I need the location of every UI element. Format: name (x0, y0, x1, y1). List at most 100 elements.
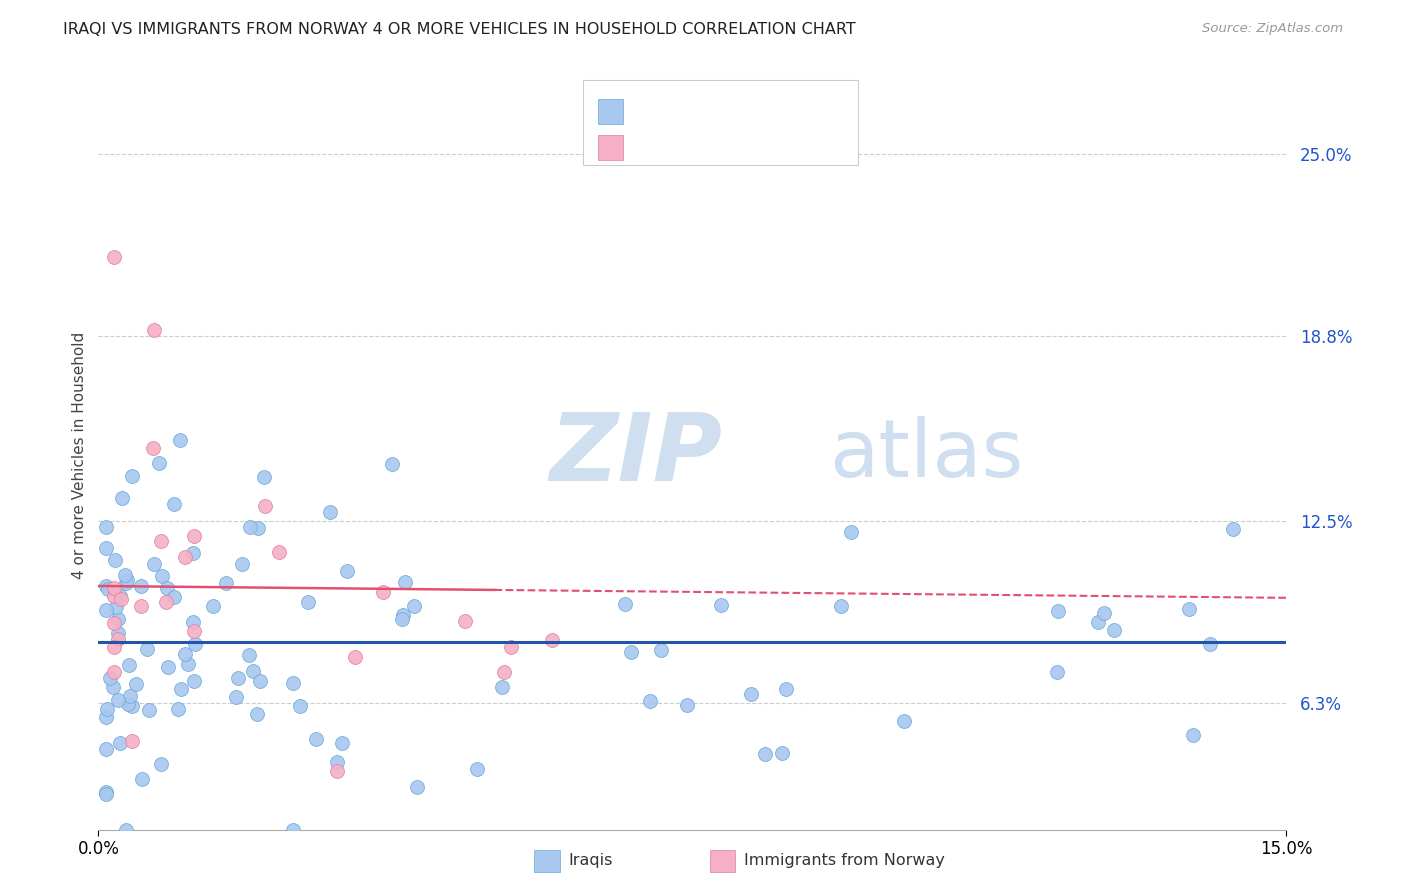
Point (96, 741, 118, 756)
Point (96, 785, 118, 799)
Point (326, 764, 349, 778)
Point (343, 649, 366, 664)
Point (491, 681, 513, 695)
Point (253, 470, 276, 484)
Point (96, 541, 118, 555)
Point (96, 579, 118, 593)
Point (104, 599, 127, 614)
Point (1087, 615, 1109, 630)
Text: atlas: atlas (830, 416, 1024, 494)
Point (120, 689, 142, 703)
Point (183, 529, 205, 543)
Point (215, 576, 238, 591)
Point (1199, 637, 1222, 651)
Point (247, 521, 270, 535)
Point (710, 598, 733, 612)
Point (96, 702, 118, 716)
Point (121, 734, 143, 748)
Point (156, 660, 179, 674)
Point (110, 591, 132, 606)
Point (108, 589, 131, 603)
Point (150, 757, 173, 772)
Point (391, 608, 413, 623)
Point (150, 534, 173, 549)
Point (103, 250, 125, 264)
Point (107, 626, 129, 640)
Point (150, 568, 173, 582)
Point (228, 671, 250, 685)
Point (201, 599, 224, 614)
Point (142, 557, 165, 571)
Point (170, 681, 193, 696)
Text: Immigrants from Norway: Immigrants from Norway (744, 854, 945, 868)
Point (541, 633, 564, 648)
Point (620, 645, 643, 659)
Text: 102: 102 (772, 104, 806, 120)
Point (97, 582, 120, 596)
Point (103, 640, 125, 655)
Point (131, 599, 153, 613)
Point (166, 702, 188, 716)
Point (142, 441, 165, 455)
Point (830, 599, 852, 614)
Point (177, 657, 200, 671)
Point (115, 573, 138, 587)
Point (404, 599, 426, 614)
Point (96, 603, 118, 617)
Point (405, 780, 427, 794)
Point (142, 323, 165, 337)
Point (103, 589, 125, 603)
Point (121, 698, 143, 713)
Point (1102, 623, 1125, 637)
Point (174, 549, 197, 564)
Point (269, 544, 291, 558)
Point (281, 822, 304, 837)
Point (1222, 522, 1244, 536)
Point (155, 595, 177, 609)
Point (115, 575, 138, 590)
Point (676, 698, 699, 713)
Point (183, 624, 205, 639)
Text: Source: ZipAtlas.com: Source: ZipAtlas.com (1202, 22, 1343, 36)
Point (103, 581, 125, 595)
Point (156, 581, 179, 595)
Point (239, 520, 262, 534)
Point (96, 787, 118, 801)
Point (162, 591, 184, 605)
Point (467, 762, 489, 776)
Point (225, 690, 247, 704)
Text: Iraqis: Iraqis (568, 854, 613, 868)
Point (454, 615, 477, 629)
Point (183, 673, 205, 688)
Point (740, 687, 762, 701)
Text: ZIP: ZIP (550, 409, 723, 501)
Point (381, 457, 404, 471)
Point (107, 632, 129, 646)
Text: -0.013: -0.013 (673, 140, 731, 154)
Point (775, 682, 797, 697)
Point (183, 615, 205, 630)
Point (98, 671, 121, 685)
Point (492, 665, 515, 680)
Point (111, 491, 134, 505)
Point (103, 680, 125, 694)
Point (148, 456, 170, 470)
Point (254, 500, 277, 514)
Point (391, 612, 413, 626)
Point (104, 553, 127, 567)
Point (184, 637, 207, 651)
Point (107, 692, 129, 706)
Point (1178, 602, 1201, 616)
Point (117, 698, 139, 712)
Point (501, 640, 523, 655)
Point (242, 664, 264, 678)
Point (249, 673, 271, 688)
Point (770, 746, 793, 760)
Text: IRAQI VS IMMIGRANTS FROM NORWAY 4 OR MORE VEHICLES IN HOUSEHOLD CORRELATION CHAR: IRAQI VS IMMIGRANTS FROM NORWAY 4 OR MOR… (63, 22, 856, 37)
Point (103, 665, 125, 679)
Point (288, 698, 311, 713)
Text: N =: N = (730, 140, 776, 154)
Text: 26: 26 (772, 140, 800, 154)
Y-axis label: 4 or more Vehicles in Household: 4 or more Vehicles in Household (72, 331, 87, 579)
Point (326, 756, 349, 770)
